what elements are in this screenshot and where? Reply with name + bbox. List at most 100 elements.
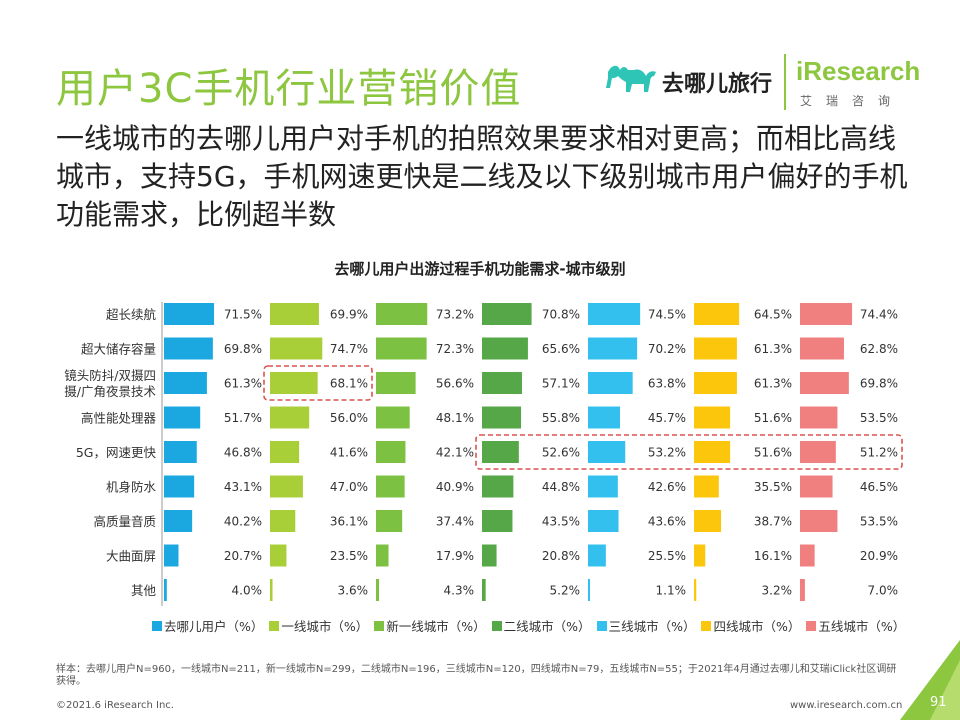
data-label: 61.3% xyxy=(754,342,792,356)
data-label: 52.6% xyxy=(542,446,580,460)
data-label: 3.6% xyxy=(338,584,369,598)
bar xyxy=(800,406,838,429)
bar xyxy=(694,406,731,429)
data-label: 20.9% xyxy=(860,549,898,563)
legend-item: 五线城市（%） xyxy=(806,616,905,635)
data-label: 69.8% xyxy=(860,377,898,391)
bar xyxy=(376,406,410,429)
logo-divider xyxy=(784,54,786,110)
data-label: 69.8% xyxy=(224,342,262,356)
bar xyxy=(482,303,532,325)
bar xyxy=(588,372,633,394)
bar xyxy=(164,579,167,601)
bar xyxy=(270,406,310,429)
category-label: 机身防水 xyxy=(106,480,157,495)
legend-label: 新一线城市（%） xyxy=(386,619,486,634)
chart-title: 去哪儿用户出游过程手机功能需求-城市级别 xyxy=(334,260,626,278)
bar xyxy=(164,372,207,394)
data-label: 53.5% xyxy=(860,411,898,425)
footnote: 样本：去哪儿用户N=960，一线城市N=211，新一线城市N=299，二线城市N… xyxy=(56,664,897,687)
data-label: 5.2% xyxy=(550,584,581,598)
bar xyxy=(482,475,514,498)
data-label: 20.7% xyxy=(224,549,262,563)
data-label: 53.2% xyxy=(648,446,686,460)
bar xyxy=(694,579,697,601)
legend-swatch xyxy=(701,620,712,631)
legend-item: 三线城市（%） xyxy=(596,616,695,635)
category-label: 超大储存容量 xyxy=(81,342,156,357)
bar xyxy=(800,579,805,601)
bar xyxy=(482,510,513,532)
data-label: 37.4% xyxy=(436,515,474,529)
iresearch-logo-cn: 艾瑞咨询 xyxy=(800,94,905,108)
data-label: 23.5% xyxy=(330,549,368,563)
bar xyxy=(694,372,737,394)
data-label: 51.6% xyxy=(754,446,792,460)
data-label: 4.0% xyxy=(232,584,263,598)
data-label: 4.3% xyxy=(444,584,475,598)
data-label: 74.7% xyxy=(330,342,368,356)
data-label: 71.5% xyxy=(224,308,262,322)
legend-label: 一线城市（%） xyxy=(281,619,369,634)
camel-logo-icon xyxy=(606,65,656,92)
data-label: 55.8% xyxy=(542,411,580,425)
data-label: 20.8% xyxy=(542,549,580,563)
data-label: 62.8% xyxy=(860,342,898,356)
data-label: 46.8% xyxy=(224,446,262,460)
data-label: 43.6% xyxy=(648,515,686,529)
bar xyxy=(164,303,215,325)
bar xyxy=(588,303,641,325)
data-label: 35.5% xyxy=(754,480,792,494)
data-label: 7.0% xyxy=(868,584,899,598)
bar xyxy=(588,337,638,360)
category-label: 高性能处理器 xyxy=(81,411,157,426)
legend-label: 五线城市（%） xyxy=(818,619,906,634)
bar xyxy=(694,303,740,325)
data-label: 70.2% xyxy=(648,342,686,356)
bar xyxy=(270,544,287,567)
data-label: 45.7% xyxy=(648,411,686,425)
data-label: 42.1% xyxy=(436,446,474,460)
data-label: 40.2% xyxy=(224,515,262,529)
legend-item: 去哪儿用户（%） xyxy=(152,616,263,635)
bar xyxy=(376,303,428,325)
website: www.iresearch.com.cn xyxy=(790,700,903,711)
data-label: 47.0% xyxy=(330,480,368,494)
bar xyxy=(270,441,300,463)
bar xyxy=(270,510,296,532)
category-label: 高质量音质 xyxy=(93,514,156,529)
bar xyxy=(164,510,193,532)
copyright: ©2021.6 iResearch Inc. xyxy=(56,700,174,711)
data-label: 43.5% xyxy=(542,515,580,529)
legend-item: 新一线城市（%） xyxy=(374,616,486,635)
category-label: 5G，网速更快 xyxy=(76,445,157,460)
page-title: 用户3C手机行业营销价值 xyxy=(56,66,522,112)
data-label: 68.1% xyxy=(330,377,368,391)
bar xyxy=(270,475,303,498)
bar xyxy=(164,337,213,360)
data-label: 44.8% xyxy=(542,480,580,494)
legend-swatch xyxy=(596,620,607,631)
legend-swatch xyxy=(374,620,385,631)
data-label: 69.9% xyxy=(330,308,368,322)
legend-label: 四线城市（%） xyxy=(713,619,801,634)
data-label: 73.2% xyxy=(436,308,474,322)
bar xyxy=(694,510,722,532)
data-label: 43.1% xyxy=(224,480,262,494)
bar xyxy=(588,510,619,532)
data-label: 74.5% xyxy=(648,308,686,322)
bar xyxy=(588,475,618,498)
data-label: 57.1% xyxy=(542,377,580,391)
corner-decoration xyxy=(900,640,960,720)
bar xyxy=(482,406,522,429)
highlight-box xyxy=(475,434,903,470)
category-label: 大曲面屏 xyxy=(106,549,156,564)
category-label: 摄/广角夜景技术 xyxy=(64,384,156,399)
legend-label: 去哪儿用户（%） xyxy=(164,619,264,634)
data-label: 17.9% xyxy=(436,549,474,563)
data-label: 25.5% xyxy=(648,549,686,563)
bar xyxy=(270,303,319,325)
data-label: 3.2% xyxy=(762,584,793,598)
bar xyxy=(376,372,416,394)
data-label: 38.7% xyxy=(754,515,792,529)
